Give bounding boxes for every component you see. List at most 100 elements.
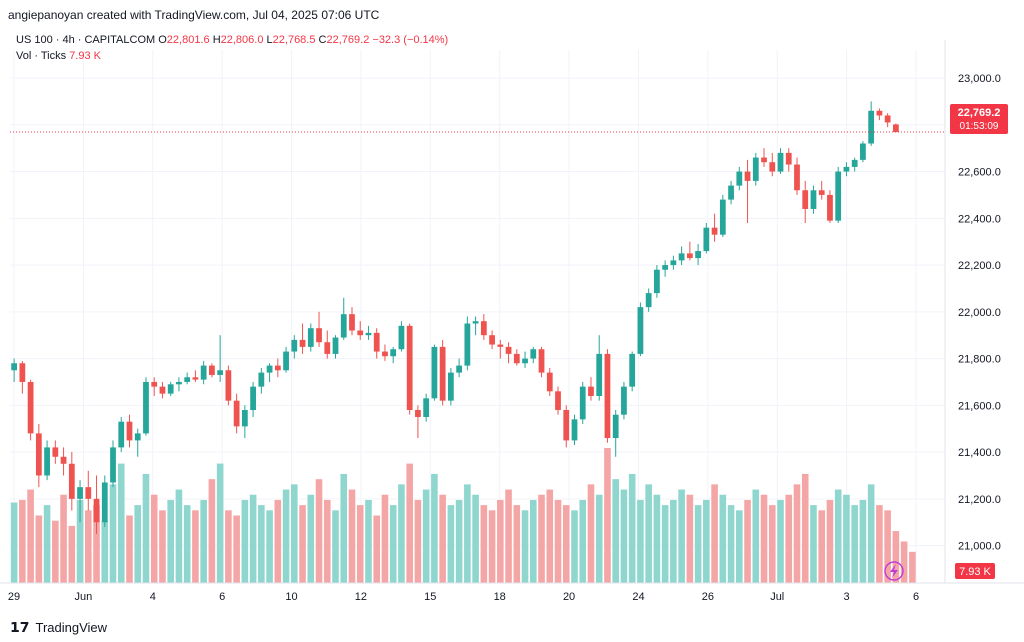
volume-bar	[768, 505, 776, 583]
candle-body	[332, 337, 339, 354]
volume-bar	[464, 484, 471, 583]
volume-bar	[447, 505, 455, 583]
volume-bar	[175, 489, 183, 583]
volume-bar	[637, 499, 644, 583]
candle-body	[480, 321, 487, 336]
candle-body	[588, 386, 594, 396]
volume-value: 7.93 K	[69, 50, 101, 62]
volume-bar	[744, 499, 751, 583]
candle-body	[761, 157, 767, 163]
volume-bar	[900, 541, 908, 583]
candle-body	[118, 421, 125, 448]
candle-body	[357, 330, 364, 336]
candle-body	[27, 381, 34, 434]
candle-body	[233, 400, 240, 427]
volume-bar	[867, 484, 875, 583]
volume-label[interactable]: Vol · Ticks	[16, 50, 67, 62]
volume-bar	[851, 505, 858, 583]
candle-body	[200, 365, 207, 380]
chart-legend: US 100 · 4h · CAPITALCOM O22,801.6 H22,8…	[16, 32, 448, 64]
candle-body	[406, 325, 413, 411]
volume-bar	[431, 473, 438, 583]
volume-bar	[703, 499, 710, 583]
volume-bar	[760, 494, 768, 583]
time-tick-label: 18	[494, 591, 506, 603]
time-tick-label: 6	[913, 591, 919, 603]
candle-body	[167, 384, 174, 394]
time-axis[interactable]: 29 Jun 4 6 10 12 15 18 20 24 26 Jul 3 6	[0, 582, 1024, 603]
candle-body	[415, 410, 421, 418]
candles	[11, 101, 899, 534]
time-tick-label: Jun	[75, 591, 93, 603]
tradingview-logo[interactable]: 𝟭𝟳 TradingView	[10, 619, 107, 636]
candle-body	[349, 314, 355, 331]
candle-body	[93, 498, 100, 523]
candle-body	[126, 421, 133, 441]
price-tick-label: 23,000.0	[958, 73, 1001, 85]
candle-body	[546, 372, 553, 392]
candle-body	[110, 447, 116, 483]
candle-body	[579, 386, 586, 420]
price-tick-label: 21,000.0	[958, 541, 1001, 553]
volume-bar	[93, 505, 100, 583]
candle-body	[876, 110, 883, 116]
candle-body	[571, 419, 578, 441]
low-label: L	[266, 34, 273, 46]
candle-body	[382, 351, 388, 357]
volume-bar	[150, 494, 158, 583]
candle-body	[151, 381, 158, 387]
countdown-text: 01:53:09	[960, 121, 999, 132]
tv-logo-icon: 𝟭𝟳	[10, 619, 30, 635]
volume-bar	[892, 531, 900, 583]
volume-bar	[414, 499, 422, 583]
volume-bar	[686, 494, 694, 583]
volume-bar	[192, 510, 199, 583]
last-price-badge: 22,769.2 01:53:09	[950, 104, 1008, 134]
volume-bar	[488, 510, 496, 583]
candle-body	[695, 251, 701, 259]
candle-body	[35, 433, 42, 476]
candle-body	[159, 386, 166, 394]
time-tick-label: 20	[563, 591, 575, 603]
time-tick-label: 4	[150, 591, 156, 603]
volume-bar	[711, 484, 718, 583]
grid	[10, 50, 945, 583]
volume-bar	[843, 494, 850, 583]
candle-body	[77, 487, 83, 499]
volume-bar	[472, 494, 479, 583]
candle-body	[283, 351, 289, 371]
candle-body	[101, 482, 108, 523]
candle-body	[637, 307, 644, 354]
volume-bar	[19, 499, 26, 583]
candle-body	[258, 372, 265, 387]
volume-bar	[546, 489, 554, 583]
time-tick-label: 24	[632, 591, 644, 603]
candle-body	[884, 115, 891, 123]
candle-body	[868, 110, 875, 144]
candle-body	[892, 124, 899, 133]
volume-bar	[422, 489, 430, 583]
candle-body	[60, 456, 67, 464]
symbol-label[interactable]: US 100 · 4h · CAPITALCOM	[16, 34, 156, 46]
price-tick-label: 22,600.0	[958, 167, 1001, 179]
lightning-icon[interactable]	[884, 561, 904, 581]
volume-bar	[291, 484, 298, 583]
candle-body	[678, 253, 685, 261]
volume-bar	[389, 505, 397, 583]
candle-body	[184, 377, 191, 382]
candle-body	[143, 381, 149, 434]
volume-bar	[521, 510, 529, 583]
candle-body	[447, 372, 454, 401]
volume-bar	[554, 499, 562, 583]
volume-bar	[43, 505, 51, 583]
candle-body	[744, 171, 751, 181]
candle-body	[538, 349, 545, 373]
time-tick-label: 26	[702, 591, 714, 603]
candle-body	[307, 328, 314, 347]
volume-bar	[818, 510, 826, 583]
volume-bar	[653, 494, 661, 583]
candle-body	[662, 265, 669, 270]
time-tick-label: 29	[8, 591, 20, 603]
volume-bar	[381, 494, 389, 583]
